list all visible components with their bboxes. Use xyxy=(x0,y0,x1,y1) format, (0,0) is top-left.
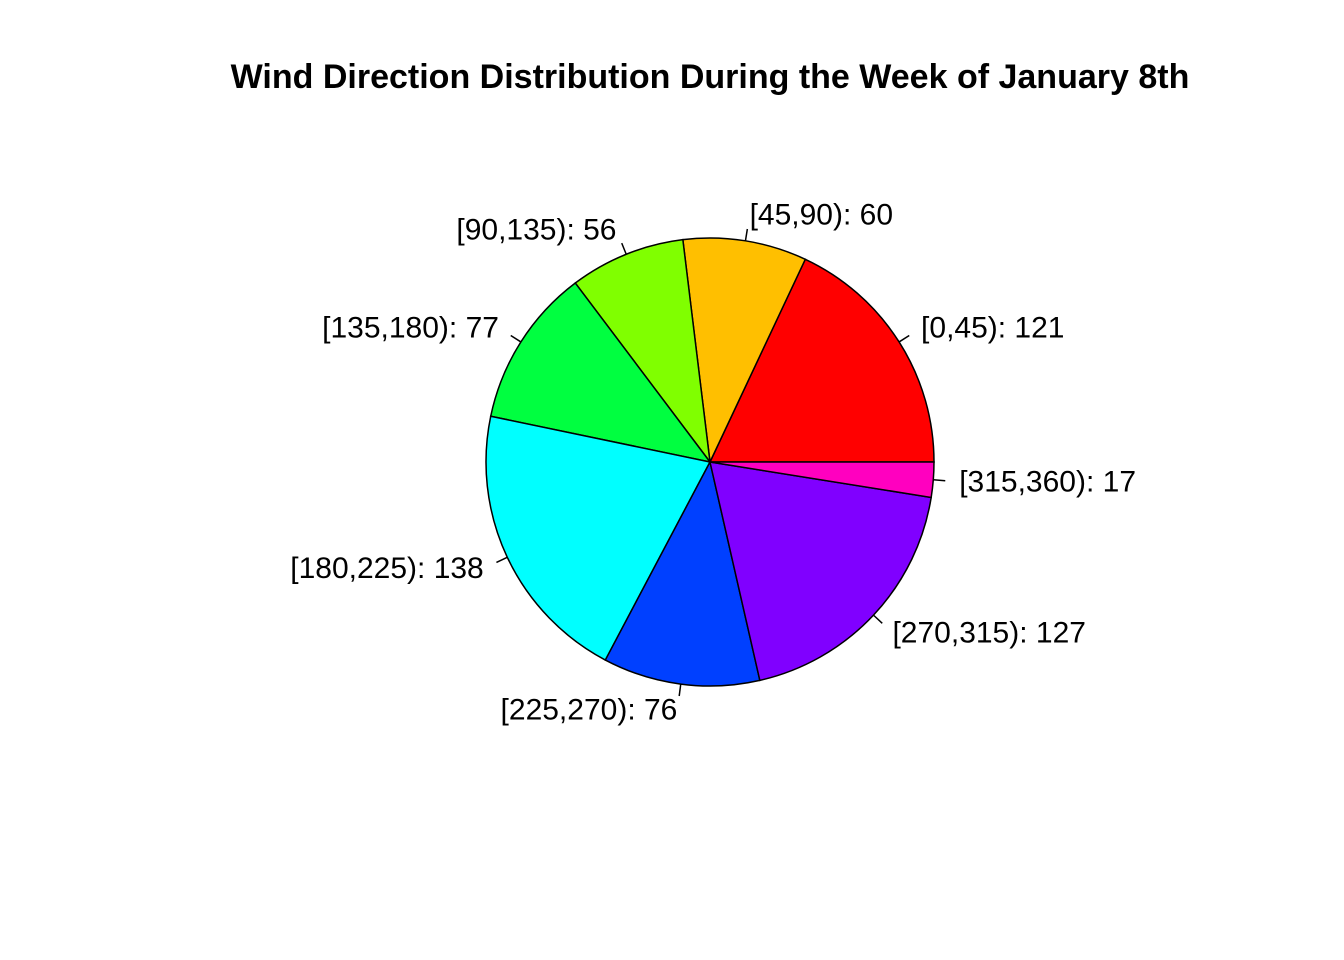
pie-slice-5 xyxy=(604,459,761,687)
slice-labels: [0,45): 121 [45,90): 60 [90,135): 56 [135,1… xyxy=(290,199,1136,727)
slice-label-6: [270,315): 127 xyxy=(892,616,1086,649)
label-tick-2 xyxy=(621,242,627,255)
label-ticks xyxy=(496,228,946,697)
chart-title: Wind Direction Distribution During the W… xyxy=(230,58,1190,96)
pie-slices xyxy=(485,237,935,687)
slice-label-3: [135,180): 77 xyxy=(322,312,499,345)
label-tick-6 xyxy=(872,614,883,624)
label-tick-7 xyxy=(933,479,946,482)
pie-slice-4 xyxy=(485,415,712,662)
slice-label-5: [225,270): 76 xyxy=(501,693,678,726)
pie-slice-3 xyxy=(489,281,712,464)
pie-slice-1 xyxy=(682,237,807,465)
label-tick-0 xyxy=(898,334,910,343)
slice-label-1: [45,90): 60 xyxy=(750,199,893,232)
slice-label-7: [315,360): 17 xyxy=(959,465,1136,498)
label-tick-1 xyxy=(744,228,749,241)
slice-label-0: [0,45): 121 xyxy=(921,312,1064,345)
slice-label-4: [180,225): 138 xyxy=(290,552,484,585)
label-tick-4 xyxy=(496,556,508,564)
label-tick-5 xyxy=(678,683,682,697)
slice-label-2: [90,135): 56 xyxy=(456,214,616,247)
pie-slice-0 xyxy=(708,258,935,463)
label-tick-3 xyxy=(510,334,522,343)
